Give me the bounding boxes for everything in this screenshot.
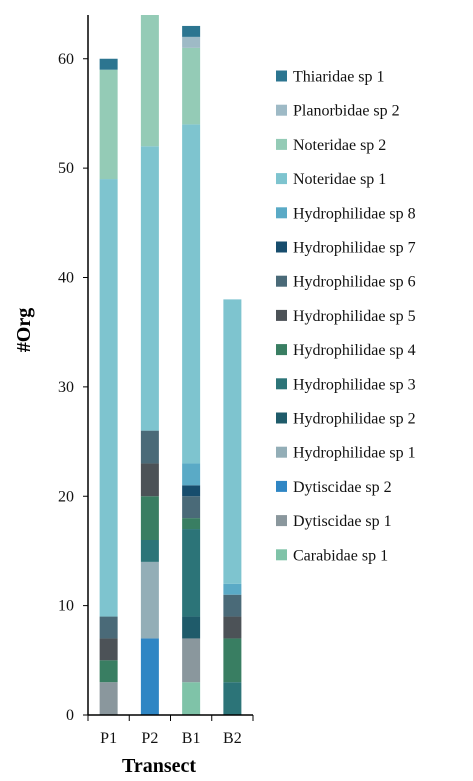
bar-segment — [182, 25, 201, 37]
legend: Thiaridae sp 1 Planorbidae sp 2 Noteridae … — [276, 69, 416, 564]
y-tick-label: 50 — [58, 160, 74, 177]
legend-label: Hydrophilidae sp 6 — [293, 274, 416, 291]
x-tick-label: P1 — [100, 730, 117, 747]
y-tick-label: 0 — [66, 707, 74, 724]
bar-segment — [182, 36, 201, 48]
bar-segment — [140, 496, 159, 540]
legend-swatch — [276, 480, 287, 492]
bar-segment — [99, 638, 118, 661]
legend-label: Hydrophilidae sp 2 — [293, 411, 416, 428]
legend-swatch — [276, 207, 287, 219]
legend-label: Hydrophilidae sp 5 — [293, 308, 416, 325]
bar-segment — [140, 430, 159, 464]
legend-label: Planorbidae sp 2 — [293, 103, 400, 120]
bar-segment — [99, 58, 118, 70]
x-tick-label: P2 — [141, 730, 158, 747]
bar-segment — [99, 616, 118, 639]
legend-swatch — [276, 412, 287, 424]
bar-segment — [140, 561, 159, 639]
axes-layer: P1 P2 B1 B2 0 10 20 30 40 50 60 — [58, 15, 254, 747]
y-tick-label: 30 — [58, 379, 74, 396]
legend-label: Hydrophilidae sp 1 — [293, 445, 416, 462]
bar-segment — [140, 146, 159, 431]
legend-swatch — [276, 173, 287, 185]
legend-swatch — [276, 549, 287, 561]
legend-label: Dytiscidae sp 2 — [293, 479, 392, 496]
y-tick-label: 40 — [58, 270, 74, 287]
bar-segment — [223, 616, 242, 639]
bar-segment — [99, 682, 118, 715]
legend-label: Thiaridae sp 1 — [293, 69, 385, 86]
legend-label: Carabidae sp 1 — [293, 547, 388, 564]
bar-segment — [182, 463, 201, 486]
bar-segment — [182, 638, 201, 683]
bar-segment — [223, 638, 242, 683]
bar-segment — [182, 518, 201, 530]
legend-label: Hydrophilidae sp 4 — [293, 342, 416, 359]
legend-swatch — [276, 138, 287, 150]
legend-swatch — [276, 275, 287, 287]
legend-label: Noteridae sp 2 — [293, 137, 386, 154]
bar-segment — [140, 463, 159, 497]
legend-swatch — [276, 378, 287, 390]
y-tick-label: 60 — [58, 51, 74, 68]
legend-swatch — [276, 515, 287, 527]
bar-segment — [223, 299, 242, 584]
legend-label: Hydrophilidae sp 8 — [293, 205, 416, 222]
bar-segment — [182, 529, 201, 617]
bar-segment — [223, 682, 242, 715]
x-tick-label: B2 — [223, 730, 242, 747]
legend-swatch — [276, 446, 287, 458]
legend-swatch — [276, 309, 287, 321]
bar-segment — [182, 485, 201, 497]
bar-segment — [182, 616, 201, 639]
bar-segment — [99, 660, 118, 683]
bar-segment — [99, 69, 118, 180]
legend-label: Noteridae sp 1 — [293, 171, 386, 188]
bar-segment — [182, 682, 201, 715]
legend-label: Hydrophilidae sp 7 — [293, 240, 416, 257]
bars-layer — [99, 15, 242, 715]
legend-swatch — [276, 344, 287, 356]
legend-swatch — [276, 104, 287, 116]
bar-segment — [182, 124, 201, 464]
bar-segment — [140, 638, 159, 715]
bar-segment — [182, 47, 201, 125]
bar-segment — [140, 15, 159, 147]
y-axis-title: #Org — [13, 308, 35, 352]
y-tick-label: 10 — [58, 598, 74, 615]
bar-segment — [99, 179, 118, 617]
bar-segment — [140, 540, 159, 562]
legend-swatch — [276, 70, 287, 82]
x-axis-title: Transect — [122, 755, 196, 777]
x-tick-label: B1 — [182, 730, 201, 747]
legend-swatch — [276, 241, 287, 253]
bar-segment — [182, 496, 201, 519]
legend-label: Hydrophilidae sp 3 — [293, 376, 416, 393]
bar-segment — [223, 594, 242, 617]
legend-label: Dytiscidae sp 1 — [293, 513, 392, 530]
bar-segment — [223, 583, 242, 595]
y-tick-label: 20 — [58, 488, 74, 505]
